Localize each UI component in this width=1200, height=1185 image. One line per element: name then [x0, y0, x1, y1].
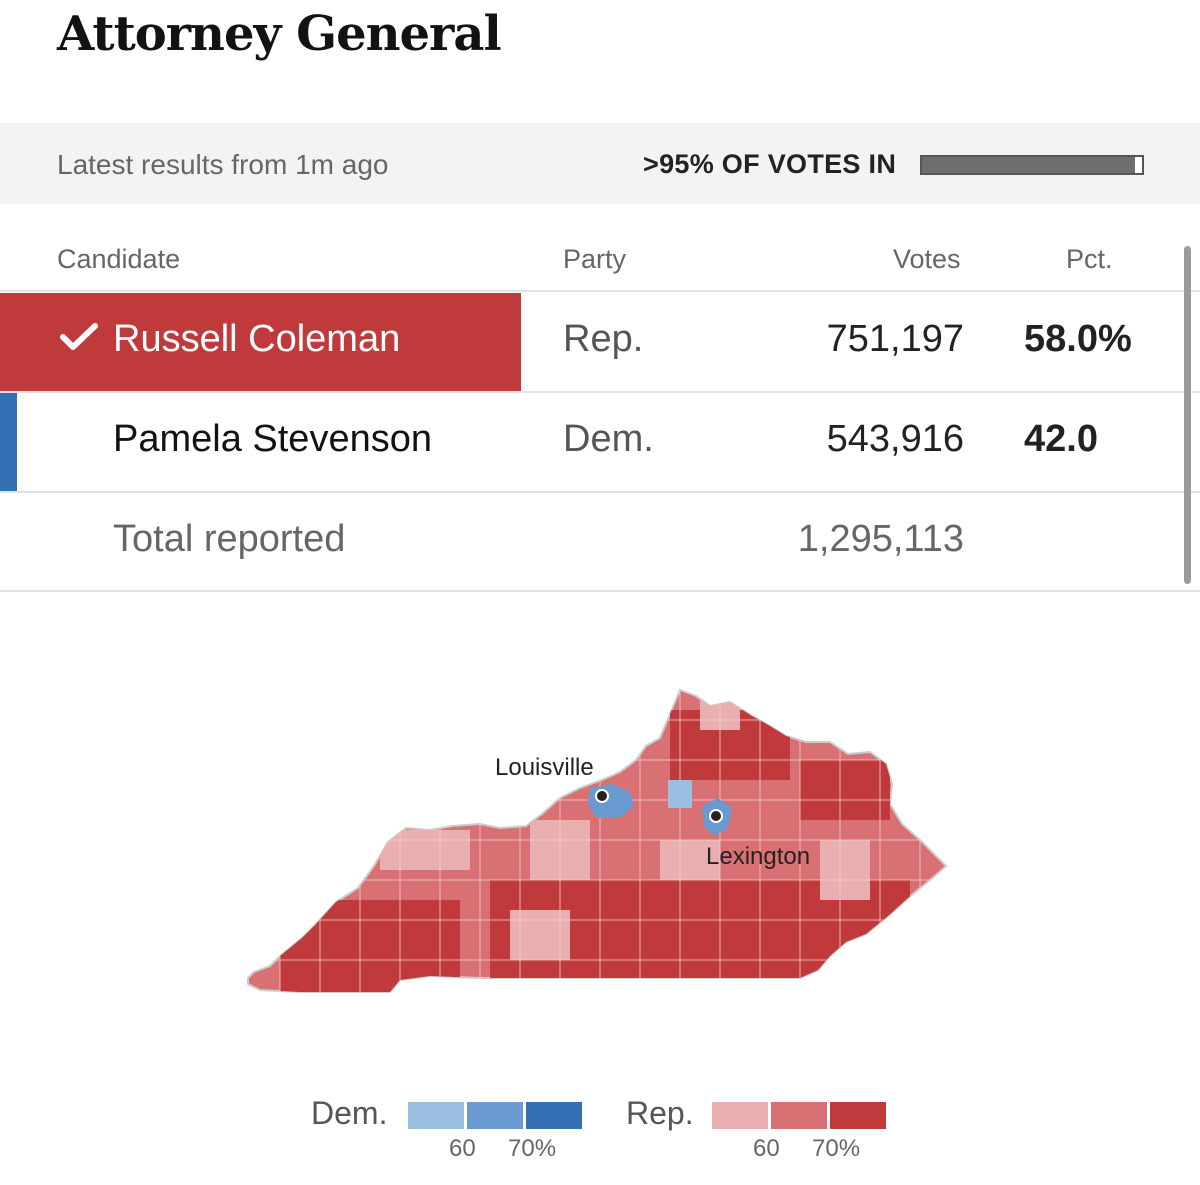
city-marker-icon	[709, 809, 723, 823]
header-votes: Votes	[893, 244, 961, 274]
legend-dem-swatch	[526, 1102, 582, 1129]
scrollbar[interactable]	[1184, 246, 1191, 584]
divider	[0, 391, 1200, 393]
checkmark-icon	[60, 323, 98, 350]
party-color-stripe	[0, 393, 17, 491]
legend-rep-swatch	[712, 1102, 768, 1129]
county-results-map	[247, 688, 948, 993]
candidate-name: Pamela Stevenson	[113, 418, 432, 460]
candidate-party: Dem.	[563, 418, 654, 460]
header-party: Party	[563, 244, 627, 274]
city-label-lexington: Lexington	[706, 843, 811, 870]
legend-tick: 60	[753, 1135, 780, 1162]
legend-dem-label: Dem.	[311, 1095, 388, 1131]
candidate-votes: 751,197	[826, 318, 964, 360]
total-votes: 1,295,113	[797, 518, 964, 560]
candidate-pct: 42.0	[1024, 418, 1098, 460]
candidate-party: Rep.	[563, 318, 644, 360]
legend-rep-label: Rep.	[626, 1095, 694, 1131]
legend-rep-swatch	[830, 1102, 886, 1129]
legend-tick: 70%	[812, 1135, 861, 1162]
divider	[0, 491, 1200, 493]
total-label: Total reported	[113, 518, 346, 560]
city-label-louisville: Louisville	[495, 754, 594, 781]
latest-results-text: Latest results from 1m ago	[57, 149, 389, 180]
candidate-votes: 543,916	[826, 418, 964, 460]
divider	[0, 590, 1200, 592]
legend-tick: 70%	[508, 1135, 557, 1162]
legend-rep-swatch	[771, 1102, 827, 1129]
divider	[0, 290, 1200, 292]
header-pct: Pct.	[1066, 244, 1113, 274]
legend-dem-swatch	[467, 1102, 523, 1129]
legend-dem-swatch	[408, 1102, 464, 1129]
candidate-name: Russell Coleman	[113, 318, 401, 360]
votes-in-progress-bar	[920, 155, 1144, 175]
page-title: Attorney General	[57, 6, 502, 62]
winner-highlight	[0, 293, 521, 391]
legend-tick: 60	[449, 1135, 476, 1162]
candidate-pct: 58.0%	[1024, 318, 1132, 360]
votes-in-progress-fill	[922, 157, 1136, 173]
header-candidate: Candidate	[57, 244, 181, 274]
votes-in-label: >95% OF VOTES IN	[643, 149, 897, 179]
city-marker-icon	[595, 789, 609, 803]
